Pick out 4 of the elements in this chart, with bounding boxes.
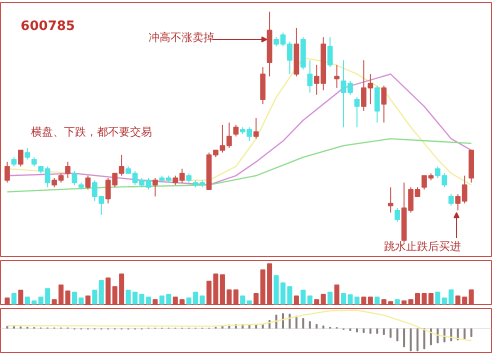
annotation: 冲高不涨卖掉 [148,31,214,44]
annotation: 跳水止跌后买进 [384,240,461,254]
annotation: 横盘、下跌，都不要交易 [30,126,152,139]
text: 600785 [20,19,75,34]
